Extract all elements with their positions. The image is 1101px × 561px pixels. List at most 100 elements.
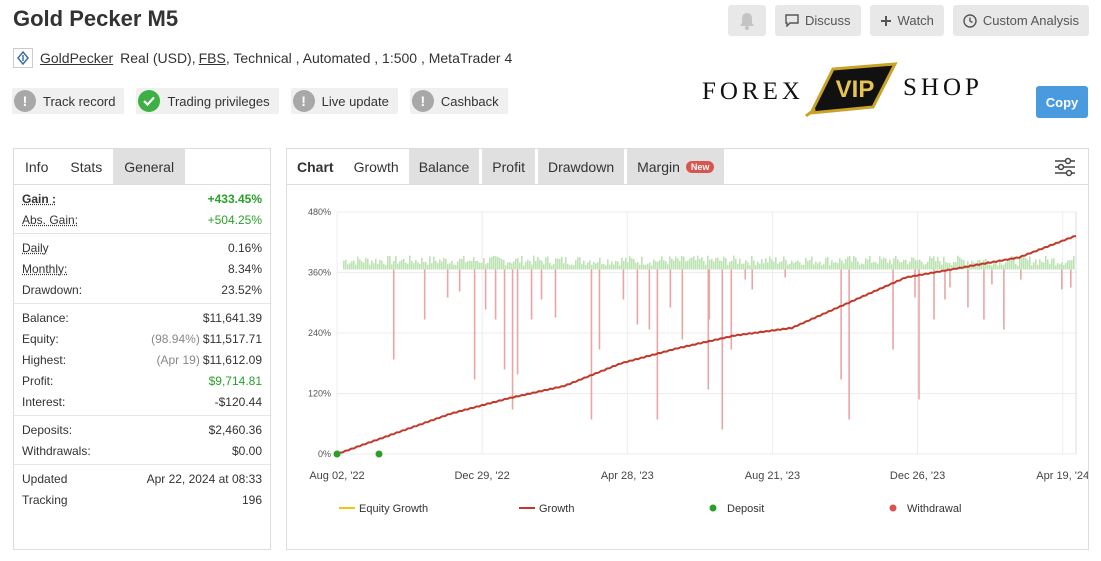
- tab-profit[interactable]: Profit: [482, 149, 535, 184]
- growth-chart[interactable]: 0% 120% 240% 360% 480% Aug 02, '22 Dec 29, '22…: [287, 185, 1088, 549]
- profit-bar: [399, 261, 401, 270]
- profit-bar: [513, 261, 515, 270]
- profit-bar: [1047, 259, 1049, 270]
- profit-bar: [905, 259, 907, 270]
- profit-bar: [949, 263, 951, 270]
- profit-bar: [947, 263, 949, 270]
- tab-info[interactable]: Info: [25, 158, 49, 175]
- clock-icon: [963, 13, 977, 28]
- profit-bar: [505, 265, 507, 270]
- profit-bar: [509, 261, 511, 270]
- page-title: Gold Pecker M5: [13, 6, 179, 31]
- badge-label: Live update: [321, 93, 389, 109]
- stats-tabs: Info Stats General: [14, 149, 270, 185]
- profit-bar: [951, 264, 953, 270]
- profit-bar: [731, 260, 733, 270]
- profit-bar: [721, 261, 723, 270]
- x-tick-label: Dec 26, '23: [890, 470, 945, 482]
- profit-bar: [685, 261, 687, 270]
- badge-live-update[interactable]: ! Live update: [290, 88, 398, 114]
- tab-chart[interactable]: Chart: [297, 158, 334, 175]
- profit-bar: [365, 257, 367, 270]
- profit-bar: [555, 258, 557, 270]
- loss-bar: [598, 269, 601, 350]
- tab-drawdown[interactable]: Drawdown: [537, 149, 625, 184]
- discuss-button[interactable]: Discuss: [775, 5, 861, 36]
- profit-bar: [1041, 261, 1043, 270]
- profit-bar: [895, 255, 897, 270]
- tab-margin[interactable]: Margin New: [627, 149, 725, 184]
- profit-bar: [727, 264, 729, 270]
- badge-trading-privileges[interactable]: Trading privileges: [136, 88, 279, 114]
- profit-bar: [391, 264, 393, 270]
- profit-bar: [695, 260, 697, 270]
- profit-bar: [693, 256, 695, 270]
- profit-bar: [667, 264, 669, 270]
- y-tick-label: 0%: [318, 449, 331, 459]
- tab-stats[interactable]: Stats: [59, 149, 114, 184]
- profit-bar: [877, 263, 879, 270]
- profit-bar: [531, 264, 533, 270]
- profit-bar: [855, 257, 857, 270]
- stat-row: Withdrawals: $0.00: [14, 440, 270, 461]
- profit-bar: [873, 261, 875, 270]
- loss-bar: [840, 269, 842, 380]
- profit-bar: [1045, 256, 1047, 270]
- gain-label[interactable]: Gain :: [22, 191, 57, 206]
- daily-value: 0.16%: [227, 240, 262, 255]
- profit-bar: [857, 261, 859, 270]
- tab-growth[interactable]: Growth: [353, 158, 399, 175]
- profit-bar: [517, 258, 519, 270]
- profit-bar: [1003, 264, 1005, 270]
- profit-bar: [521, 255, 523, 270]
- notify-button[interactable]: [728, 5, 767, 36]
- profit-bar: [467, 261, 469, 270]
- forex-vip-shop-logo: FOREX VIP SHOP: [700, 55, 985, 125]
- profit-bar: [547, 256, 549, 270]
- copy-button[interactable]: Copy: [1036, 86, 1088, 118]
- profit-bar: [725, 258, 727, 270]
- tab-balance[interactable]: Balance: [408, 149, 480, 184]
- profit-bar: [459, 258, 461, 270]
- tab-general[interactable]: General: [113, 149, 186, 184]
- profit-bar: [689, 258, 691, 270]
- profit-bar: [453, 264, 455, 270]
- profit-bar: [897, 259, 899, 270]
- profit-bar: [675, 256, 677, 270]
- custom-analysis-button[interactable]: Custom Analysis: [952, 5, 1089, 36]
- profit-bar: [641, 256, 643, 270]
- monthly-label[interactable]: Monthly:: [22, 261, 68, 276]
- profit-bar: [921, 261, 923, 270]
- daily-label[interactable]: Daily: [22, 240, 49, 255]
- profit-bar: [981, 263, 983, 270]
- profit-bar: [561, 256, 563, 270]
- drawdown-label: Drawdown:: [22, 282, 83, 297]
- watch-button[interactable]: Watch: [869, 5, 944, 36]
- legend-label: Equity Growth: [359, 503, 428, 515]
- legend-label: Withdrawal: [907, 503, 961, 515]
- loss-bar: [392, 269, 395, 360]
- stats-deposit-group: Deposits: $2,460.36 Withdrawals: $0.00: [14, 416, 270, 465]
- abs-gain-label[interactable]: Abs. Gain:: [22, 212, 79, 227]
- profit-bar: [629, 256, 631, 270]
- profit-bar: [775, 257, 777, 270]
- profit-bar: [623, 260, 625, 270]
- profit-bar: [515, 258, 517, 270]
- loss-bar: [751, 269, 754, 290]
- profit-bar: [931, 257, 933, 270]
- profit-bar: [1073, 256, 1075, 270]
- chart-settings-button[interactable]: [1054, 157, 1076, 180]
- profit-bar: [1025, 257, 1027, 270]
- broker-link[interactable]: FBS: [198, 50, 226, 66]
- profit-bar: [449, 263, 451, 270]
- profit-bar: [663, 260, 665, 270]
- profit-bar: [361, 261, 363, 270]
- stat-row: Gain : +433.45%: [14, 188, 270, 209]
- profit-bar: [699, 259, 701, 270]
- loss-bar: [648, 269, 651, 330]
- badge-cashback[interactable]: ! Cashback: [409, 88, 508, 114]
- user-link[interactable]: GoldPecker: [40, 50, 114, 66]
- profit-bar: [477, 261, 479, 270]
- loss-bar: [730, 269, 733, 350]
- badge-track-record[interactable]: ! Track record: [12, 88, 125, 114]
